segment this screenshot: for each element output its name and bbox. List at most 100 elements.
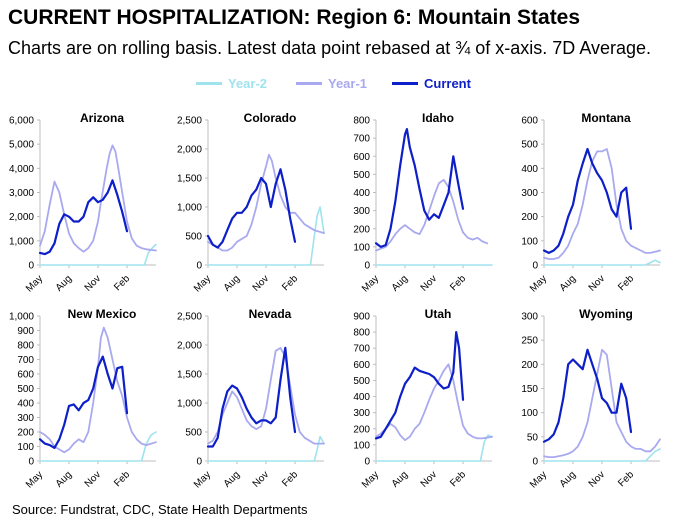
y-tick-label-wyoming-5: 250 [521, 336, 538, 347]
y-tick-label-colorado-2: 1,000 [177, 203, 202, 214]
y-tick-label-wyoming-3: 150 [521, 384, 538, 395]
series-year-1-wyoming [543, 348, 661, 459]
x-tick-label-wyoming-3: Feb [616, 469, 636, 489]
series-current-montana [542, 147, 633, 254]
legend-swatch-year-1 [296, 82, 322, 85]
y-tick-label-wyoming-4: 200 [521, 360, 538, 371]
series-current-colorado [206, 168, 297, 249]
y-tick-label-nevada-5: 2,500 [177, 312, 202, 323]
series-year-1-utah [375, 363, 493, 442]
panel-title-arizona: Arizona [80, 111, 124, 125]
series-current-nevada [206, 346, 297, 448]
series-current-new-mexico [38, 355, 129, 449]
panel-title-wyoming: Wyoming [579, 307, 633, 321]
x-tick-label-utah-2: Nov [419, 469, 439, 489]
panel-title-utah: Utah [425, 307, 452, 321]
y-tick-label-new-mexico-1: 100 [17, 442, 34, 453]
y-tick-label-new-mexico-0: 0 [28, 457, 34, 468]
page-title: CURRENT HOSPITALIZATION: Region 6: Mount… [8, 6, 581, 29]
x-tick-label-wyoming-1: Aug [558, 469, 578, 489]
x-tick-label-montana-0: May [528, 273, 549, 294]
panel-utah: Utah 0 100 200 300 400 500 600 700 800 900 May Aug No… [353, 307, 493, 490]
series-year-2-nevada [207, 435, 325, 462]
y-tick-label-utah-1: 100 [353, 440, 370, 451]
y-tick-label-colorado-5: 2,500 [177, 116, 202, 127]
y-tick-label-utah-4: 400 [353, 392, 370, 403]
series-current-utah [374, 330, 465, 440]
y-tick-label-arizona-3: 3,000 [9, 188, 34, 199]
panel-colorado: Colorado 0 500 1,000 1,500 2,000 2,500 May Aug No… [177, 111, 325, 294]
y-tick-label-idaho-7: 700 [353, 134, 370, 145]
y-tick-label-idaho-0: 0 [364, 261, 370, 272]
series-year-2-utah [375, 434, 493, 462]
y-tick-label-new-mexico-10: 1,000 [9, 312, 34, 323]
y-tick-label-arizona-6: 6,000 [9, 116, 34, 127]
y-tick-label-utah-3: 300 [353, 408, 370, 419]
legend-label-current: Current [424, 76, 471, 91]
series-year-1-new-mexico [39, 326, 157, 454]
y-tick-label-arizona-4: 4,000 [9, 164, 34, 175]
y-tick-label-nevada-4: 2,000 [177, 341, 202, 352]
y-tick-label-arizona-2: 2,000 [9, 212, 34, 223]
y-tick-label-idaho-8: 800 [353, 116, 370, 127]
y-tick-label-utah-0: 0 [364, 457, 370, 468]
y-tick-label-idaho-1: 100 [353, 242, 370, 253]
y-tick-label-colorado-1: 500 [185, 232, 202, 243]
y-tick-label-new-mexico-6: 600 [17, 370, 34, 381]
series-year-2-colorado [207, 206, 325, 266]
y-tick-label-wyoming-2: 100 [521, 408, 538, 419]
panel-idaho: Idaho 0 100 200 300 400 500 600 700 800 May Aug Nov F… [353, 111, 493, 294]
x-tick-label-wyoming-0: May [528, 469, 549, 490]
x-tick-label-wyoming-2: Nov [587, 469, 607, 489]
x-tick-label-nevada-2: Nov [251, 469, 271, 489]
x-tick-label-idaho-2: Nov [419, 273, 439, 293]
y-tick-label-idaho-2: 200 [353, 224, 370, 235]
y-tick-label-nevada-3: 1,500 [177, 370, 202, 381]
x-tick-label-idaho-0: May [360, 273, 381, 294]
y-tick-label-utah-5: 500 [353, 376, 370, 387]
y-tick-label-nevada-1: 500 [185, 428, 202, 439]
x-tick-label-arizona-2: Nov [83, 273, 103, 293]
y-tick-label-idaho-6: 600 [353, 152, 370, 163]
panel-new-mexico: New Mexico 0 100 200 300 400 500 600 700 800 900 1,… [9, 307, 157, 490]
y-tick-label-utah-7: 700 [353, 344, 370, 355]
y-tick-label-idaho-5: 500 [353, 170, 370, 181]
legend-item-year-2: Year-2 [196, 76, 267, 91]
series-year-1-arizona [39, 144, 157, 253]
y-tick-label-colorado-4: 2,000 [177, 145, 202, 156]
series-current-idaho [374, 128, 465, 248]
legend-swatch-current [392, 82, 418, 85]
y-tick-label-montana-3: 300 [521, 188, 538, 199]
x-tick-label-utah-3: Feb [448, 469, 468, 489]
y-tick-label-wyoming-0: 0 [532, 457, 538, 468]
y-tick-label-wyoming-6: 300 [521, 312, 538, 323]
y-tick-label-arizona-1: 1,000 [9, 236, 34, 247]
series-year-1-montana [543, 148, 661, 260]
series-current-wyoming [542, 348, 633, 443]
x-tick-label-new-mexico-3: Feb [112, 469, 132, 489]
panel-montana: Montana 0 100 200 300 400 500 600 May Aug Nov Feb [521, 111, 661, 294]
panel-wyoming: Wyoming 0 50 100 150 200 250 300 May Aug Nov Feb [521, 307, 661, 490]
x-tick-label-idaho-3: Feb [448, 273, 468, 293]
x-tick-label-colorado-1: Aug [222, 273, 242, 293]
series-current-arizona [38, 179, 129, 256]
y-tick-label-new-mexico-2: 200 [17, 428, 34, 439]
y-tick-label-colorado-3: 1,500 [177, 174, 202, 185]
x-tick-label-new-mexico-2: Nov [83, 469, 103, 489]
panel-title-nevada: Nevada [249, 307, 292, 321]
y-tick-label-wyoming-1: 50 [527, 432, 539, 443]
x-tick-label-colorado-3: Feb [280, 273, 300, 293]
series-year-2-wyoming [543, 448, 661, 462]
y-tick-label-idaho-3: 300 [353, 206, 370, 217]
y-tick-label-new-mexico-7: 700 [17, 355, 34, 366]
series-year-2-arizona [39, 243, 157, 266]
panel-title-new-mexico: New Mexico [68, 307, 137, 321]
x-tick-label-idaho-1: Aug [390, 273, 410, 293]
x-tick-label-utah-0: May [360, 469, 381, 490]
y-tick-label-utah-6: 600 [353, 360, 370, 371]
x-tick-label-montana-2: Nov [587, 273, 607, 293]
series-year-2-new-mexico [39, 431, 157, 462]
series-year-2-montana [543, 259, 661, 266]
x-tick-label-nevada-3: Feb [280, 469, 300, 489]
legend-item-current: Current [392, 76, 471, 91]
